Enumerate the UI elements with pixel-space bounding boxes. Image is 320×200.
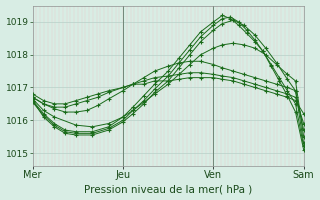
X-axis label: Pression niveau de la mer( hPa ): Pression niveau de la mer( hPa ) [84, 184, 252, 194]
